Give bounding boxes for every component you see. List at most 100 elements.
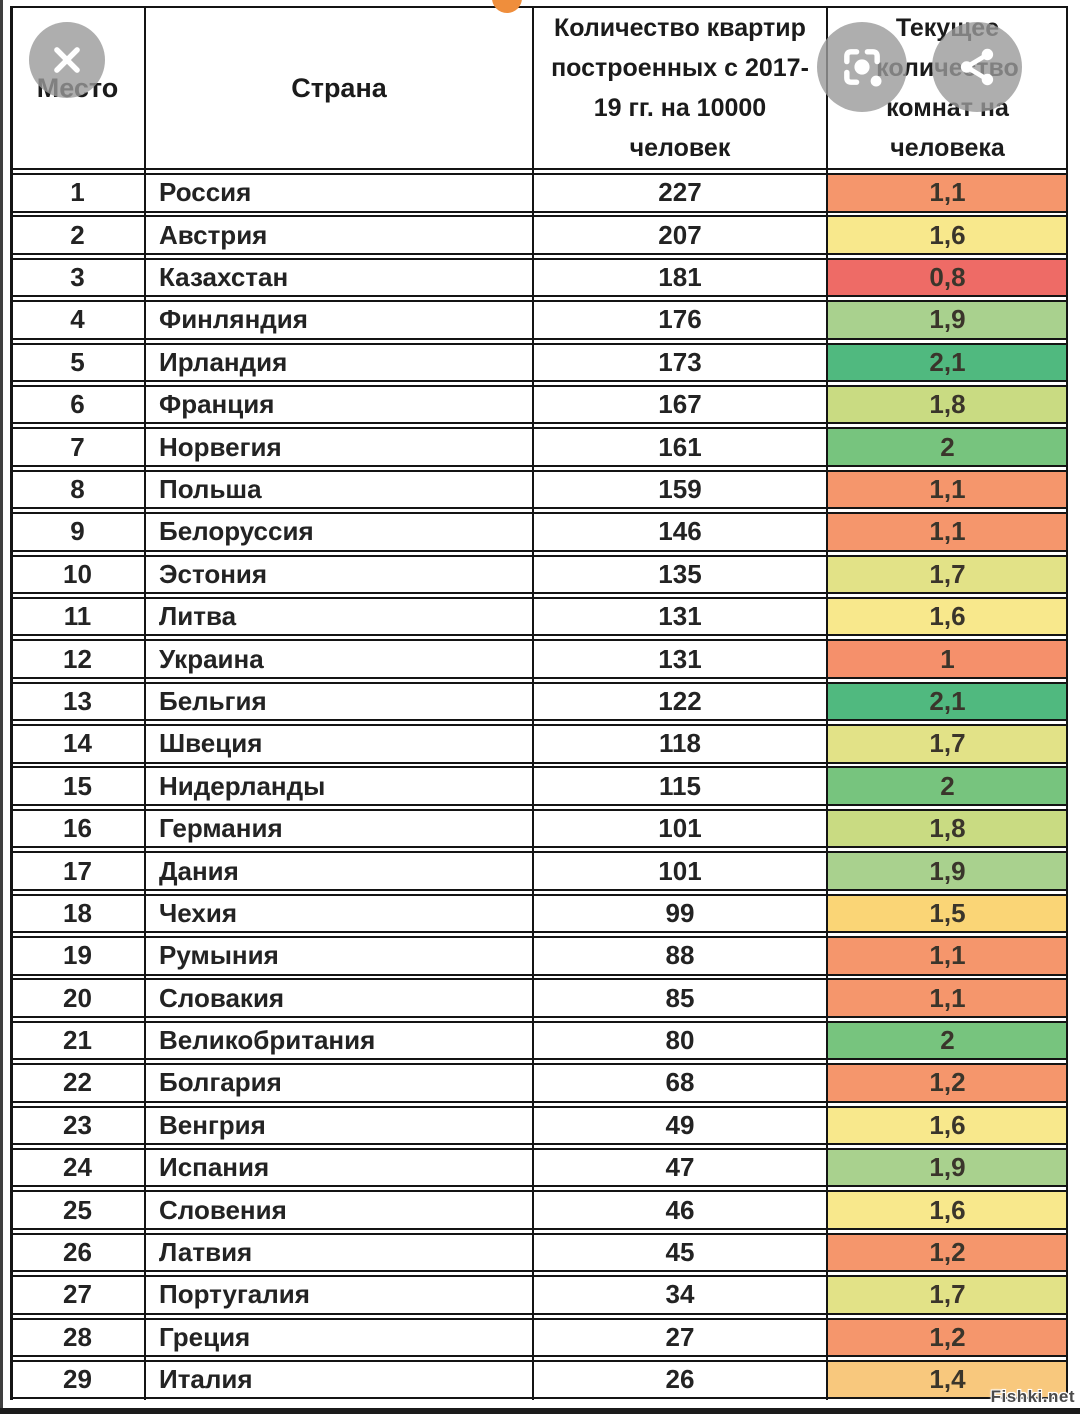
table-row: 15 Нидерланды 115 2 [10, 766, 1068, 806]
built-count-cell: 227 [658, 177, 702, 208]
table-row: 9 Белоруссия 146 1,1 [10, 512, 1068, 552]
built-count-cell: 146 [658, 516, 702, 547]
country-cell: Португалия [159, 1279, 310, 1310]
table-row: 28 Греция 27 1,2 [10, 1317, 1068, 1358]
rank-cell: 25 [63, 1194, 92, 1225]
rooms-value-cell: 1,9 [827, 1149, 1068, 1186]
rooms-value-cell: 1,1 [827, 471, 1068, 508]
rank-cell: 15 [63, 770, 92, 801]
built-count-cell: 176 [658, 304, 702, 335]
built-count-cell: 68 [665, 1067, 695, 1098]
table-row: 19 Румыния 88 1,1 [10, 936, 1068, 976]
rooms-value-cell: 1,1 [827, 938, 1068, 974]
built-count-cell: 88 [665, 940, 695, 971]
housing-table: Место Страна Количество квартир построен… [10, 6, 1068, 1402]
built-count-cell: 101 [658, 855, 702, 886]
rank-cell: 4 [70, 304, 85, 335]
table-row: 26 Латвия 45 1,2 [10, 1232, 1068, 1273]
lens-icon [836, 41, 888, 93]
rooms-value-cell: 1,2 [827, 1234, 1068, 1271]
rank-cell: 6 [70, 389, 85, 420]
country-cell: Россия [159, 177, 252, 208]
rank-cell: 17 [63, 855, 92, 886]
table-row: 3 Казахстан 181 0,8 [10, 257, 1068, 298]
country-cell: Белоруссия [159, 516, 314, 547]
rooms-value-cell: 1,8 [827, 810, 1068, 847]
country-cell: Казахстан [159, 262, 289, 293]
rooms-value-cell: 1,4 [827, 1361, 1068, 1398]
close-button[interactable] [29, 22, 105, 98]
rooms-value-cell: 1,1 [827, 980, 1068, 1016]
country-cell: Франция [159, 389, 275, 420]
country-cell: Испания [159, 1152, 270, 1183]
lens-search-button[interactable] [817, 22, 907, 112]
rooms-value-cell: 1,6 [827, 217, 1068, 253]
rooms-value-cell: 1,7 [827, 726, 1068, 762]
table-row: 22 Болгария 68 1,2 [10, 1063, 1068, 1103]
built-count-cell: 80 [665, 1025, 695, 1056]
built-count-cell: 26 [665, 1364, 695, 1395]
rooms-value-cell: 1,2 [827, 1319, 1068, 1356]
built-count-cell: 101 [658, 813, 702, 844]
built-count-cell: 173 [658, 346, 702, 377]
country-cell: Германия [159, 813, 283, 844]
photo-left-edge-line [0, 0, 3, 1414]
country-cell: Чехия [159, 897, 237, 928]
rooms-value-cell: 1,6 [827, 598, 1068, 635]
table-row: 5 Ирландия 173 2,1 [10, 342, 1068, 383]
rank-cell: 16 [63, 813, 92, 844]
orange-dot-decoration [492, 0, 522, 13]
built-count-cell: 118 [659, 728, 701, 759]
built-count-cell: 131 [658, 643, 702, 674]
country-cell: Швеция [159, 728, 263, 759]
table-row: 27 Португалия 34 1,7 [10, 1275, 1068, 1315]
rooms-value-cell: 1,8 [827, 386, 1068, 423]
table-row: 1 Россия 227 1,1 [10, 173, 1068, 213]
rooms-value-cell: 2 [827, 429, 1068, 465]
rank-cell: 2 [70, 219, 85, 250]
rank-cell: 23 [63, 1109, 92, 1140]
share-button[interactable] [932, 22, 1022, 112]
country-cell: Ирландия [159, 346, 288, 377]
rank-cell: 19 [63, 940, 92, 971]
built-count-cell: 181 [658, 262, 702, 293]
table-row: 29 Италия 26 1,4 [10, 1359, 1068, 1400]
built-count-cell: 131 [658, 601, 702, 632]
share-icon [952, 42, 1002, 92]
rooms-value-cell: 1,2 [827, 1065, 1068, 1101]
rooms-value-cell: 2 [827, 1022, 1068, 1059]
table-row: 21 Великобритания 80 2 [10, 1020, 1068, 1061]
table-row: 8 Польша 159 1,1 [10, 469, 1068, 510]
table-row: 14 Швеция 118 1,7 [10, 724, 1068, 764]
table-row: 2 Австрия 207 1,6 [10, 215, 1068, 255]
table-row: 6 Франция 167 1,8 [10, 384, 1068, 425]
rank-cell: 27 [63, 1279, 92, 1310]
built-count-cell: 99 [665, 897, 695, 928]
country-cell: Польша [159, 473, 262, 504]
rank-cell: 8 [70, 473, 85, 504]
rooms-value-cell: 2,1 [827, 344, 1068, 381]
rooms-value-cell: 1,6 [827, 1192, 1068, 1228]
country-cell: Словакия [159, 982, 285, 1013]
built-count-cell: 167 [658, 389, 702, 420]
country-cell: Бельгия [159, 685, 267, 716]
country-cell: Италия [159, 1364, 253, 1395]
table-header-row: Место Страна Количество квартир построен… [10, 6, 1068, 170]
country-cell: Латвия [159, 1237, 253, 1268]
country-cell: Словения [159, 1194, 287, 1225]
close-icon [45, 38, 89, 82]
rank-cell: 1 [70, 177, 85, 208]
built-count-cell: 49 [665, 1109, 695, 1140]
rooms-value-cell: 0,8 [827, 259, 1068, 296]
table-border-line [531, 6, 535, 1400]
rooms-value-cell: 2,1 [827, 683, 1068, 720]
rank-cell: 7 [70, 431, 85, 462]
country-cell: Нидерланды [159, 770, 326, 801]
rooms-value-cell: 1,7 [827, 1277, 1068, 1313]
country-cell: Дания [159, 855, 239, 886]
rooms-value-cell: 2 [827, 768, 1068, 804]
table-row: 12 Украина 131 1 [10, 639, 1068, 679]
table-row: 13 Бельгия 122 2,1 [10, 681, 1068, 722]
country-cell: Финляндия [159, 304, 308, 335]
country-cell: Литва [159, 601, 237, 632]
